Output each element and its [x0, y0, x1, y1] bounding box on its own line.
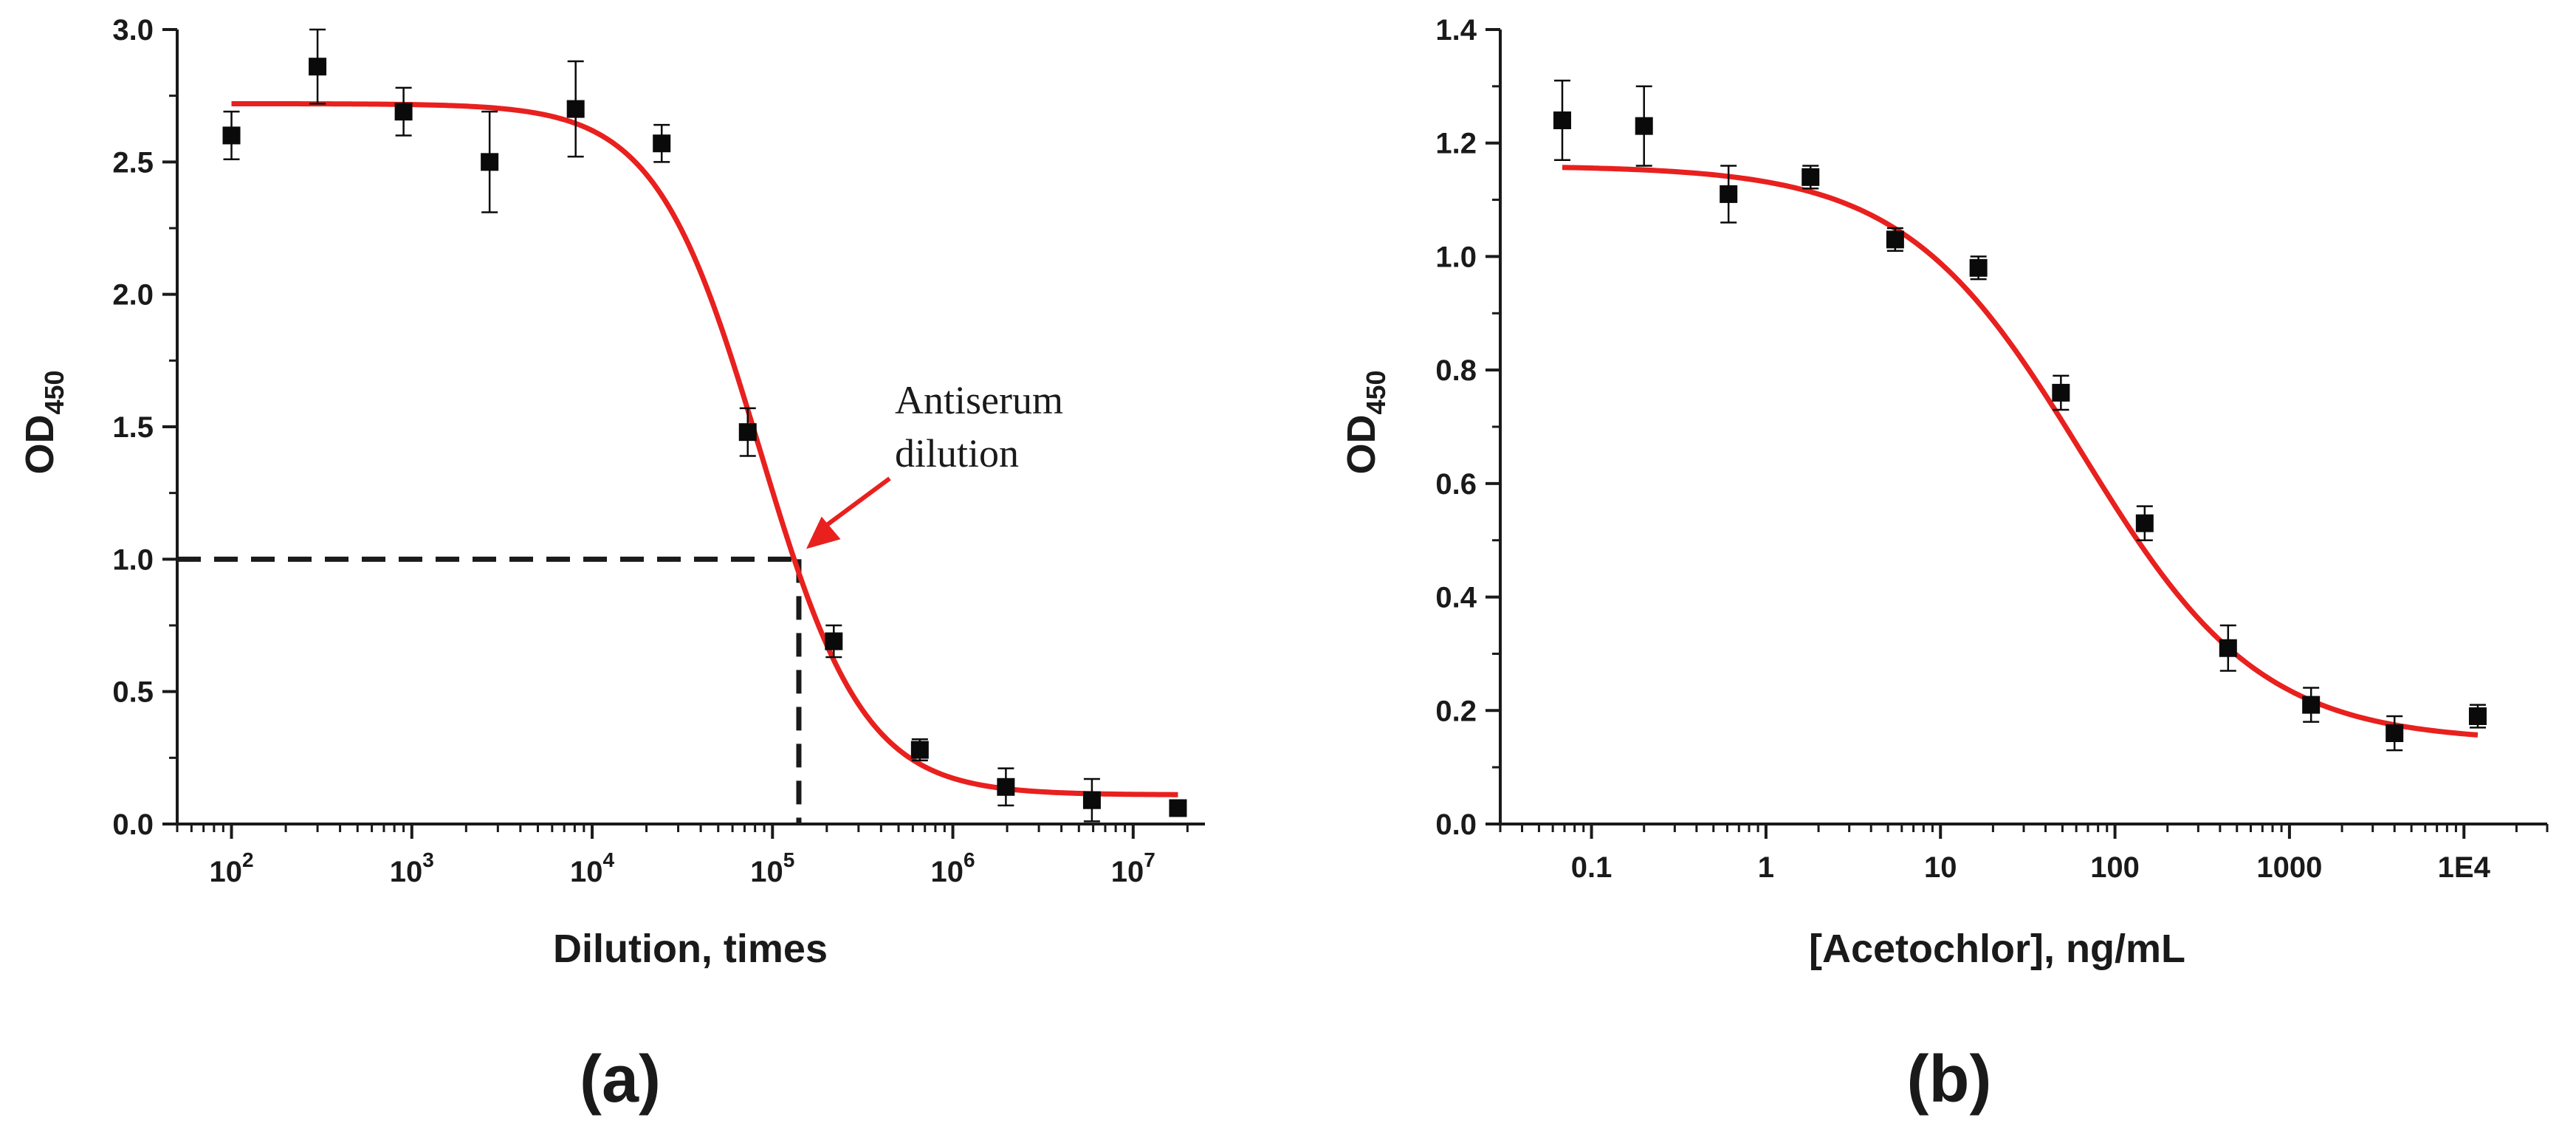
- panel-a-data-point: [997, 777, 1015, 796]
- panel-b-data-point: [2219, 639, 2237, 657]
- panel-b-y-tick-label: 0.0: [1435, 809, 1477, 841]
- panel-b-x-tick-label: 100: [2090, 851, 2140, 884]
- panel-a-data-point: [222, 126, 241, 145]
- panel-a-x-tick-label: 105: [750, 848, 794, 888]
- panel-a-y-tick-label: 2.5: [112, 146, 154, 179]
- panel-b-x-tick-label: 1000: [2256, 851, 2322, 884]
- panel-b-y-tick-label: 0.4: [1435, 582, 1477, 614]
- panel-a-annotation-text: Antiserum: [895, 378, 1063, 422]
- panel-b-data-point: [1802, 168, 1820, 186]
- panel-a-data-point: [309, 58, 327, 76]
- panel-b-label: (b): [1907, 1043, 1992, 1116]
- panel-a-annotation-arrow-shaft: [815, 476, 891, 535]
- panel-a-chart: 0.0 0.5 1.0 1.5 2.0 2.5 3.0 102 103 104 105 106 107 A…: [18, 14, 1205, 1116]
- panel-a-y-axis-title-main: OD: [18, 415, 62, 475]
- panel-a-data-point: [1082, 791, 1101, 809]
- panel-b-y-tick-label: 0.6: [1435, 468, 1477, 501]
- panel-a-y-axis-title-subscript: 450: [39, 370, 69, 414]
- panel-a-y-tick-label: 1.5: [112, 411, 154, 444]
- panel-b-y-axis-title: OD450: [1339, 370, 1391, 474]
- panel-a-annotation-text: dilution: [895, 431, 1019, 476]
- panel-a-data-point: [394, 103, 413, 121]
- panel-b-x-tick-label: 0.1: [1571, 851, 1612, 884]
- panel-a-x-tick-label: 103: [390, 848, 434, 888]
- panel-a-x-tick-label: 106: [931, 848, 975, 888]
- panel-a-data-point: [910, 741, 929, 759]
- panel-a-y-tick-label: 3.0: [112, 14, 154, 47]
- panel-b-fit-curve: [1562, 165, 2479, 738]
- panel-a-x-tick-label: 104: [570, 848, 615, 888]
- panel-b-data-point: [2468, 707, 2487, 725]
- panel-a-x-tick-label: 102: [209, 848, 253, 888]
- panel-a-data-point: [738, 423, 757, 442]
- panel-b-y-tick-label: 1.4: [1435, 14, 1477, 47]
- panel-a-y-tick-label: 2.0: [112, 279, 154, 312]
- panel-b-data-point: [1635, 117, 1653, 135]
- panel-b-y-axis-title-main: OD: [1339, 415, 1384, 475]
- panel-b-y-tick-label: 1.2: [1435, 128, 1477, 160]
- panel-b-data-point: [2135, 514, 2154, 532]
- panel-b-data-point: [2302, 696, 2321, 714]
- panel-b-y-tick-label: 0.2: [1435, 695, 1477, 727]
- panel-a-x-axis-title: Dilution, times: [553, 927, 828, 971]
- panel-a-y-tick-label: 0.0: [112, 809, 154, 841]
- panel-a-label: (a): [580, 1043, 661, 1116]
- panel-a-y-tick-label: 0.5: [112, 676, 154, 709]
- panel-b-y-tick-label: 1.0: [1435, 241, 1477, 273]
- panel-a-data-point: [653, 134, 671, 153]
- panel-b-x-tick-label: 1E4: [2438, 851, 2491, 884]
- panel-a-data-point: [825, 632, 843, 650]
- panel-a-y-axis-title: OD450: [18, 370, 69, 474]
- panel-b-x-tick-label: 10: [1924, 851, 1957, 884]
- panel-a-y-tick-label: 1.0: [112, 543, 154, 576]
- panel-a-data-point: [481, 153, 499, 171]
- panel-a-data-point: [566, 100, 585, 118]
- panel-b-y-tick-label: 0.8: [1435, 354, 1477, 387]
- panel-a-annotation-arrow-head: [806, 516, 841, 549]
- panel-b-x-tick-label: 1: [1758, 851, 1774, 884]
- panel-b-chart: 0.0 0.2 0.4 0.6 0.8 1.0 1.2 1.4 0.1 1 10 100 1000 1E4…: [1339, 14, 2549, 1116]
- panel-b-data-point: [1886, 230, 1904, 249]
- panel-b-y-axis-title-subscript: 450: [1361, 370, 1391, 414]
- panel-a-x-tick-label: 107: [1111, 848, 1155, 888]
- panel-b-data-point: [1720, 185, 1738, 203]
- panel-b-data-point: [1553, 111, 1571, 129]
- panel-b-data-point: [2052, 383, 2070, 402]
- panel-a-fit-curve: [231, 100, 1178, 797]
- panel-b-x-axis-title: [Acetochlor], ng/mL: [1809, 927, 2185, 971]
- panel-b-data-point: [2386, 724, 2404, 743]
- panel-a-data-point: [1169, 799, 1187, 817]
- panel-b-data-point: [1969, 258, 1988, 277]
